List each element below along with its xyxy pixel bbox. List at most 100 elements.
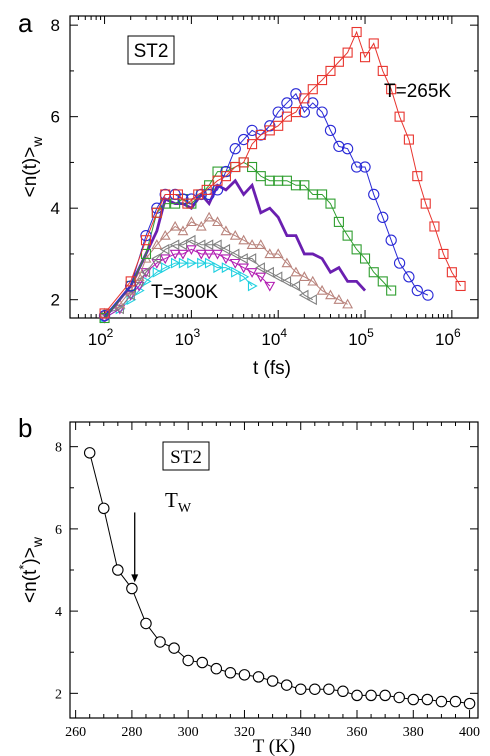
y-tick-label: 8: [55, 441, 62, 456]
data-point: [365, 689, 377, 702]
data-point: [239, 271, 250, 283]
x-tick-label: 280: [121, 725, 142, 740]
data-point: [299, 180, 310, 191]
x-tick-label: 106: [435, 326, 461, 349]
data-point: [309, 683, 321, 695]
data-point: [281, 275, 292, 287]
x-tick-label: 360: [347, 725, 368, 740]
data-point: [333, 140, 345, 153]
data-point: [98, 502, 110, 515]
series-line: [104, 161, 392, 319]
data-point: [178, 257, 189, 269]
data-point: [151, 239, 163, 249]
data-point: [351, 26, 362, 38]
data-point: [220, 243, 231, 255]
data-point: [298, 289, 309, 301]
panel-b-frame: [69, 421, 479, 719]
x-tick-label: 300: [178, 725, 199, 740]
data-point: [140, 266, 151, 278]
data-point: [325, 65, 336, 76]
data-point: [231, 266, 241, 278]
data-point: [412, 171, 423, 182]
y-tick-label: 2: [55, 687, 62, 702]
data-point: [316, 284, 328, 295]
data-point: [333, 294, 345, 304]
data-point: [177, 225, 189, 236]
data-point: [290, 107, 301, 118]
data-point: [368, 188, 380, 201]
data-point: [359, 52, 371, 63]
data-point: [342, 298, 354, 309]
data-point: [316, 106, 328, 118]
data-point: [177, 249, 189, 260]
panel-a-ticks: 102 103 104 105 106 2 4 6 8: [51, 16, 479, 349]
data-point: [317, 189, 328, 200]
tw-arrow-head: [131, 574, 139, 583]
data-point: [429, 221, 440, 232]
data-point: [224, 667, 237, 679]
data-point: [272, 271, 283, 283]
series-line: [89, 452, 470, 705]
data-point: [377, 211, 389, 223]
x-tick-label: 102: [88, 326, 114, 349]
data-point: [204, 257, 215, 269]
data-point: [255, 272, 267, 283]
data-point: [351, 244, 362, 255]
data-point: [280, 679, 293, 691]
data-point: [422, 289, 434, 301]
panel-a-box-label: ST2: [134, 41, 169, 62]
data-point: [229, 143, 241, 155]
x-tick-label: 380: [403, 725, 424, 740]
data-point: [446, 267, 457, 278]
x-tick-label: 103: [175, 326, 201, 349]
data-point: [201, 184, 212, 195]
data-point: [220, 225, 232, 236]
panel-b-ticks: 260 280 300 320 340 360 380 400 2 4 6 8: [55, 422, 480, 740]
data-point: [182, 198, 193, 209]
data-point: [83, 447, 96, 459]
data-point: [133, 271, 145, 281]
data-point: [213, 262, 224, 274]
data-point: [221, 262, 232, 274]
data-point: [281, 257, 293, 268]
data-point: [203, 249, 215, 260]
data-point: [337, 685, 349, 698]
data-point: [161, 262, 171, 274]
data-point: [177, 239, 188, 251]
data-point: [377, 65, 388, 76]
data-point: [185, 245, 197, 255]
data-point: [238, 263, 250, 274]
series-brown: [99, 211, 354, 318]
data-point: [212, 216, 223, 227]
data-point: [160, 189, 171, 200]
panel-b-series: [83, 447, 476, 710]
data-point: [211, 239, 222, 251]
panel-a-series: [98, 26, 466, 324]
data-point: [98, 310, 111, 322]
y-tick-label: 6: [55, 523, 62, 538]
data-point: [298, 106, 310, 118]
panel-b-letter: b: [18, 413, 32, 443]
data-point: [290, 180, 301, 191]
panel-b-xlabel: T (K): [253, 736, 295, 756]
data-point: [411, 284, 423, 297]
data-point: [272, 248, 284, 259]
data-point: [238, 234, 250, 245]
data-point: [151, 253, 161, 264]
y-tick-label: 4: [55, 605, 62, 620]
data-point: [187, 257, 198, 269]
data-point: [264, 248, 276, 259]
x-tick-label: 400: [459, 725, 480, 740]
data-point: [342, 230, 353, 241]
data-point: [350, 161, 363, 173]
data-point: [368, 267, 379, 278]
data-point: [114, 303, 124, 315]
y-tick-label: 4: [51, 199, 60, 218]
data-point: [351, 689, 363, 702]
data-point: [307, 275, 319, 286]
data-point: [182, 654, 194, 667]
data-point: [333, 56, 344, 67]
panel-b-ylabel: <n(t*)>w: [16, 536, 45, 603]
data-point: [299, 93, 310, 104]
data-point: [168, 642, 180, 654]
